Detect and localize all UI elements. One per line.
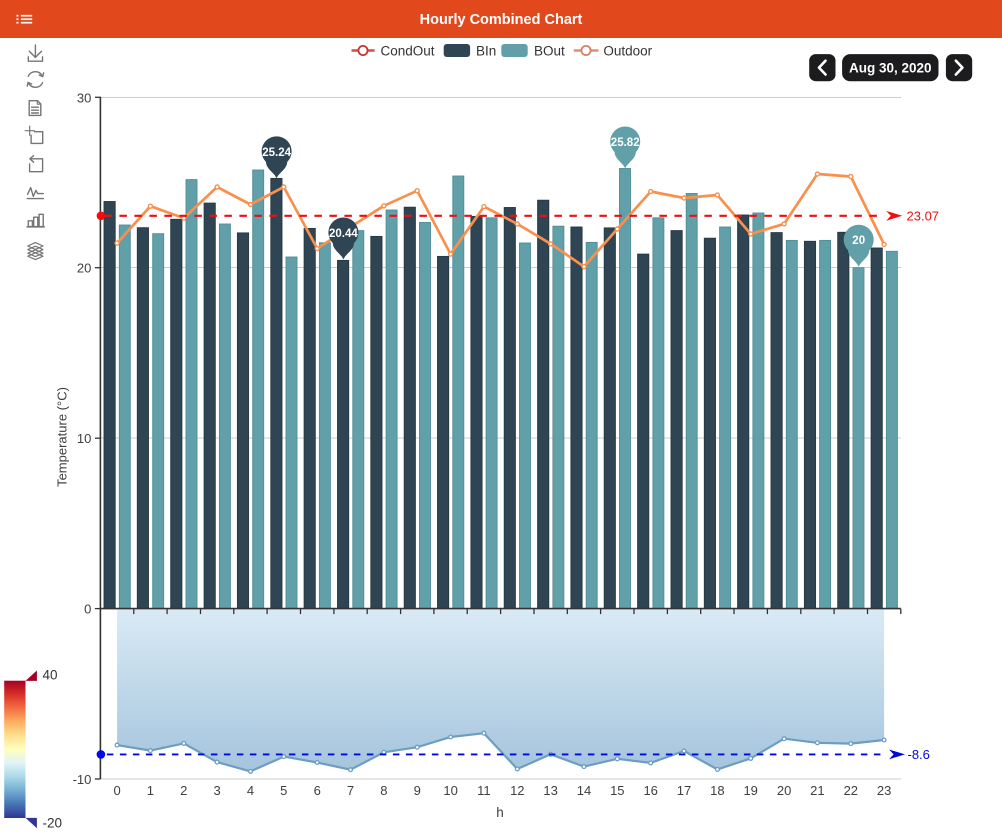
svg-text:3: 3 — [213, 783, 220, 798]
svg-text:6: 6 — [314, 783, 321, 798]
svg-text:25.82: 25.82 — [611, 137, 640, 149]
svg-text:14: 14 — [577, 783, 591, 798]
svg-text:40: 40 — [43, 668, 58, 683]
svg-text:16: 16 — [643, 783, 657, 798]
svg-text:BIn: BIn — [476, 43, 496, 58]
svg-text:15: 15 — [610, 783, 624, 798]
svg-text:12: 12 — [510, 783, 524, 798]
svg-text:30: 30 — [77, 90, 91, 105]
svg-text:20: 20 — [852, 235, 865, 247]
svg-text:18: 18 — [710, 783, 724, 798]
svg-text:-10: -10 — [73, 772, 92, 787]
svg-text:CondOut: CondOut — [381, 43, 435, 58]
svg-text:10: 10 — [443, 783, 457, 798]
svg-text:0: 0 — [84, 602, 91, 617]
svg-text:5: 5 — [280, 783, 287, 798]
svg-text:19: 19 — [743, 783, 757, 798]
svg-text:23.07: 23.07 — [907, 209, 940, 224]
svg-text:4: 4 — [247, 783, 254, 798]
svg-text:22: 22 — [844, 783, 858, 798]
svg-text:0: 0 — [113, 783, 120, 798]
svg-text:10: 10 — [77, 431, 91, 446]
svg-text:-8.6: -8.6 — [908, 747, 930, 762]
svg-text:23: 23 — [877, 783, 891, 798]
svg-text:20: 20 — [777, 783, 791, 798]
svg-text:17: 17 — [677, 783, 691, 798]
svg-text:20: 20 — [77, 261, 91, 276]
svg-text:BOut: BOut — [534, 43, 565, 58]
svg-text:2: 2 — [180, 783, 187, 798]
svg-text:Outdoor: Outdoor — [603, 43, 652, 58]
svg-text:9: 9 — [414, 783, 421, 798]
svg-text:20.44: 20.44 — [329, 228, 358, 240]
svg-text:11: 11 — [477, 783, 491, 798]
svg-text:25.24: 25.24 — [262, 147, 291, 159]
svg-text:Aug 30, 2020: Aug 30, 2020 — [849, 60, 932, 75]
svg-text:Hourly Combined Chart: Hourly Combined Chart — [420, 12, 583, 28]
svg-text:h: h — [496, 805, 504, 820]
svg-text:21: 21 — [810, 783, 824, 798]
svg-text:13: 13 — [543, 783, 557, 798]
svg-text:-20: -20 — [43, 815, 63, 830]
svg-text:7: 7 — [347, 783, 354, 798]
svg-text:Temperature (°C): Temperature (°C) — [55, 387, 70, 487]
svg-text:8: 8 — [380, 783, 387, 798]
svg-text:1: 1 — [147, 783, 154, 798]
